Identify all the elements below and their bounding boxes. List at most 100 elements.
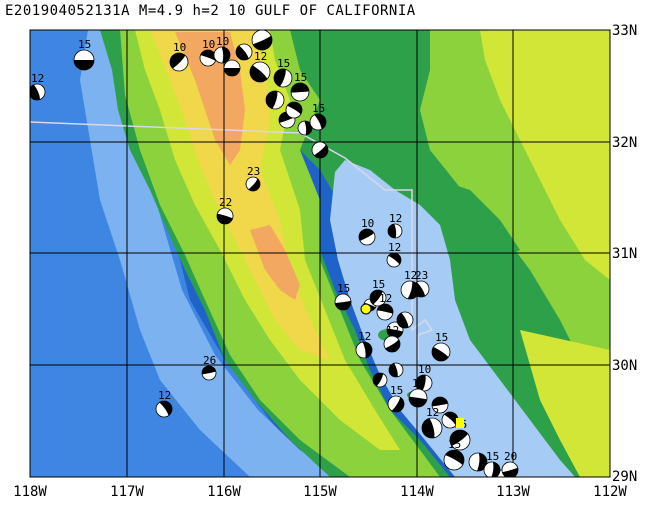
mechanism-depth-label: 15 (486, 450, 499, 463)
beachball (449, 429, 471, 451)
mechanism-depth-label: 15 (435, 331, 448, 344)
lon-label: 115W (303, 484, 337, 500)
beachball (201, 365, 217, 381)
beachball (213, 46, 231, 64)
graticule (30, 30, 610, 477)
beachball (431, 396, 449, 414)
sierra-ridge (250, 225, 300, 300)
mechanism-depth-label: 15 (448, 438, 461, 451)
mechanism-depth-label: 10 (202, 38, 215, 51)
beachball (443, 449, 465, 471)
mechanism-depth-label: 20 (504, 450, 517, 463)
lon-label: 112W (593, 484, 627, 500)
lat-label: 33N (612, 23, 637, 39)
mechanism-depth-label: 12 (158, 389, 171, 402)
beachball (386, 321, 404, 339)
mechanism-depth-label: 26 (203, 354, 216, 367)
mechanism-depth-label: 15 (78, 38, 91, 51)
mechanism-depth-label: 12 (31, 72, 44, 85)
beachball (309, 113, 327, 131)
beachball (501, 461, 519, 477)
lon-label: 116W (207, 484, 241, 500)
beachball (386, 252, 402, 268)
map-title: E201904052131A M=4.9 h=2 10 GULF OF CALI… (5, 3, 416, 19)
lat-label: 32N (612, 135, 637, 151)
beachball (376, 303, 394, 321)
beachball (387, 395, 405, 413)
mechanism-depth-label: 15 (277, 57, 290, 70)
mechanism-depth-label: 15 (390, 384, 403, 397)
beachball (369, 289, 387, 307)
mechanism-depth-label: 12 (358, 330, 371, 343)
mechanism-depth-label: 12 (412, 377, 425, 390)
mechanism-depth-label: 12 (426, 406, 439, 419)
beachball (235, 43, 253, 61)
beachball (421, 417, 443, 439)
beachball (216, 207, 234, 225)
mechanism-depth-label: 23 (247, 165, 260, 178)
mechanism-depth-label: 12 (386, 324, 399, 337)
lat-label: 30N (612, 358, 637, 374)
mechanism-depth-label: 15 (312, 102, 325, 115)
beachball (285, 101, 303, 119)
mechanism-depth-label: 15 (294, 71, 307, 84)
beachball (358, 228, 376, 246)
mechanism-depth-label: 10 (216, 35, 229, 48)
southern-mainland (520, 330, 610, 477)
mechanism-depth-label: 12 (256, 18, 269, 31)
beachball (387, 223, 403, 239)
mechanism-depth-label: 10 (361, 217, 374, 230)
beachball (245, 176, 261, 192)
beachball (311, 141, 329, 159)
mechanism-depth-label: 12 (389, 212, 402, 225)
latitude-labels: 33N 32N 31N 30N 29N (612, 23, 637, 485)
beachball (251, 30, 273, 51)
lat-label: 31N (612, 246, 637, 262)
mechanism-depth-label: 23 (415, 269, 428, 282)
mechanism-depth-label: 12 (254, 50, 267, 63)
beachball (155, 400, 173, 418)
mechanism-depth-label: 12 (379, 292, 392, 305)
gulf-water (330, 160, 575, 477)
beachball (273, 68, 293, 88)
beachball (169, 52, 189, 72)
beachball (73, 49, 95, 71)
mechanism-depth-label: 12 (404, 269, 417, 282)
beachball (265, 90, 285, 110)
beachball (223, 59, 241, 77)
beachball (396, 311, 414, 329)
beachball (355, 341, 373, 359)
lon-label: 113W (496, 484, 530, 500)
beachball (334, 293, 352, 311)
mechanism-depth-label: 15 (337, 282, 350, 295)
beachball (372, 372, 388, 388)
beachball (249, 61, 271, 83)
mechanism-depth-label: 15 (372, 278, 385, 291)
beachball (431, 342, 451, 362)
highlight-marker (456, 418, 464, 428)
lat-label: 29N (612, 469, 637, 485)
beachball (408, 388, 428, 408)
lon-label: 114W (400, 484, 434, 500)
map-frame (29, 29, 611, 478)
beachball (383, 335, 401, 353)
beachball (415, 374, 433, 392)
beachball (290, 82, 310, 102)
beachball (441, 411, 459, 429)
beachball (388, 362, 404, 378)
mainland-coastal (440, 180, 520, 260)
mechanism-depth-label: 22 (219, 196, 232, 209)
lon-label: 118W (13, 484, 47, 500)
longitude-labels: 118W 117W 116W 115W 114W 113W 112W (13, 484, 627, 500)
mechanism-depth-label: 12 (388, 241, 401, 254)
mechanism-depth-label: 10 (418, 363, 431, 376)
beachball (412, 280, 430, 298)
beachball (30, 83, 46, 101)
lon-label: 117W (110, 484, 144, 500)
mechanism-depth-label: 10 (173, 41, 186, 54)
beachball (483, 461, 501, 477)
target-event-marker (360, 303, 372, 315)
